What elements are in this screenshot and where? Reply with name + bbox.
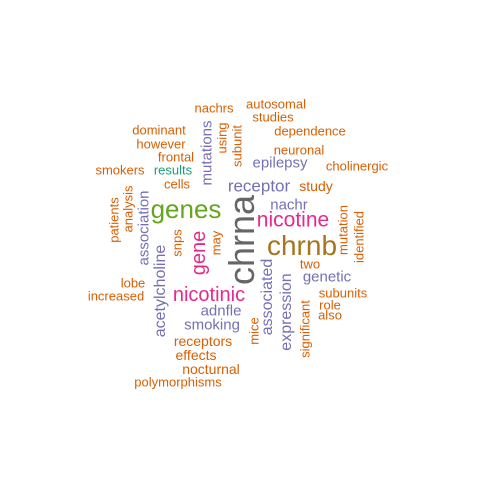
word-may: may bbox=[208, 230, 224, 256]
word-patients: patients bbox=[106, 197, 122, 243]
word-nicotine: nicotine bbox=[256, 208, 330, 232]
word-significant: significant bbox=[297, 300, 313, 358]
word-two: two bbox=[299, 256, 321, 272]
word-cholinergic: cholinergic bbox=[325, 158, 389, 174]
word-receptors: receptors bbox=[173, 333, 233, 349]
word-nachr: nachr bbox=[270, 196, 308, 214]
word-mutation: mutation bbox=[335, 205, 351, 255]
word-using: using bbox=[214, 122, 230, 154]
word-dominant: dominant bbox=[132, 122, 186, 138]
word-acetylcholine: acetylcholine bbox=[152, 244, 169, 338]
word-epilepsy: epilepsy bbox=[252, 154, 308, 172]
word-nicotinic: nicotinic bbox=[172, 284, 246, 306]
word-smoking: smoking bbox=[184, 316, 240, 334]
word-genetic: genetic bbox=[302, 268, 352, 286]
word-analysis: analysis bbox=[120, 185, 136, 233]
word-subunits: subunits bbox=[318, 285, 368, 301]
word-neuronal: neuronal bbox=[273, 142, 325, 158]
word-identified: identified bbox=[351, 210, 367, 264]
word-autosomal: autosomal bbox=[246, 96, 306, 112]
word-mutations: mutations bbox=[198, 120, 216, 186]
word-effects: effects bbox=[175, 347, 217, 363]
word-mice: mice bbox=[246, 317, 262, 345]
word-nachrs: nachrs bbox=[194, 100, 234, 116]
word-associated: associated bbox=[259, 258, 276, 336]
word-adnfle: adnfle bbox=[200, 302, 242, 320]
word-frontal: frontal bbox=[157, 149, 195, 165]
word-expression: expression bbox=[278, 273, 295, 351]
word-study: study bbox=[299, 178, 333, 194]
word-chrna: chrna bbox=[221, 194, 262, 286]
word-dependence: dependence bbox=[274, 123, 346, 139]
word-smokers: smokers bbox=[95, 162, 145, 178]
word-also: also bbox=[318, 307, 342, 323]
word-snps: snps bbox=[169, 229, 185, 257]
word-receptor: receptor bbox=[227, 176, 291, 196]
word-increased: increased bbox=[87, 288, 145, 304]
word-results: results bbox=[153, 162, 193, 178]
word-association: association bbox=[135, 190, 153, 266]
word-studies: studies bbox=[252, 109, 294, 125]
word-nocturnal: nocturnal bbox=[182, 361, 240, 377]
word-chrnb: chrnb bbox=[266, 230, 338, 261]
word-subunit: subunit bbox=[229, 125, 245, 167]
word-polymorphisms: polymorphisms bbox=[134, 374, 222, 390]
word-lobe: lobe bbox=[120, 275, 146, 291]
word-cells: cells bbox=[163, 176, 191, 192]
word-gene: gene bbox=[188, 230, 210, 276]
word-role: role bbox=[319, 297, 341, 313]
word-however: however bbox=[136, 136, 186, 152]
word-genes: genes bbox=[150, 194, 222, 224]
